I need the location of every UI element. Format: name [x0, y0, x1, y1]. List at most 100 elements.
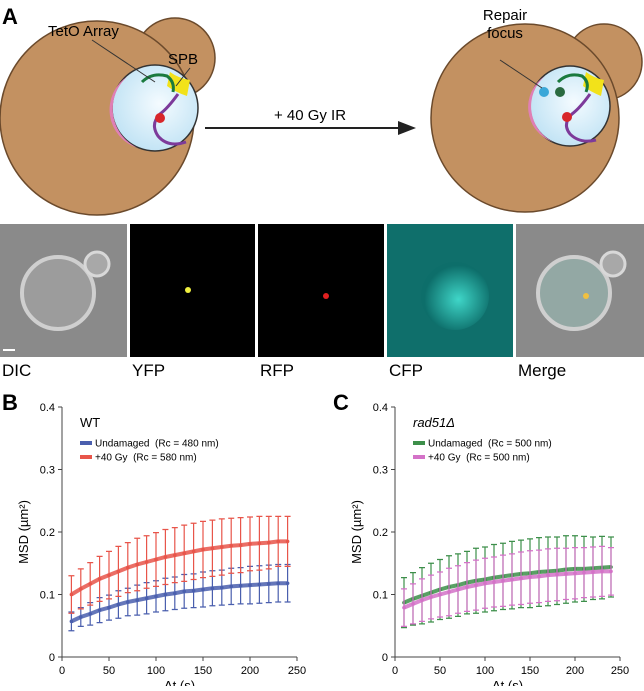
data-point [97, 608, 102, 612]
data-point [276, 539, 281, 544]
data-point [257, 541, 262, 546]
panel-label: A [2, 4, 18, 29]
data-point [267, 582, 271, 586]
x-tick-label: 100 [476, 665, 494, 677]
treatment-label: + 40 Gy IR [274, 107, 346, 124]
data-point [411, 602, 415, 606]
data-point [519, 576, 523, 581]
data-point [154, 557, 158, 562]
data-point [191, 549, 196, 554]
data-point [135, 598, 139, 602]
data-point [591, 570, 595, 574]
data-point [116, 569, 121, 574]
micrograph-label: YFP [132, 361, 165, 380]
data-point [69, 619, 74, 624]
series-line [70, 581, 288, 624]
y-tick-label: 0.4 [373, 402, 388, 414]
data-point [163, 555, 168, 559]
data-point [210, 546, 215, 551]
data-point [88, 612, 92, 616]
y-tick-label: 0 [49, 652, 55, 664]
legend-label: Undamaged (Rc = 480 nm) [95, 439, 219, 450]
data-point [582, 570, 586, 575]
data-point [191, 588, 196, 593]
data-point [564, 572, 568, 576]
data-point [79, 615, 83, 619]
data-point [546, 573, 550, 577]
data-point [510, 577, 514, 582]
data-point [182, 589, 186, 594]
y-tick-label: 0.2 [40, 527, 55, 539]
data-point [97, 577, 102, 581]
micrograph-label: CFP [389, 361, 423, 380]
data-point [88, 582, 92, 586]
data-point [135, 562, 139, 567]
micrographs [0, 224, 644, 357]
cell-after [430, 23, 643, 213]
y-axis-label: MSD (µm²) [349, 500, 364, 564]
data-point [126, 565, 130, 570]
y-tick-label: 0.3 [40, 465, 55, 477]
x-tick-label: 200 [566, 665, 584, 677]
data-point [126, 600, 130, 604]
data-point [609, 569, 613, 574]
data-point [600, 569, 604, 574]
micrograph-label: DIC [2, 361, 31, 380]
data-point [201, 547, 205, 552]
data-point [456, 587, 460, 592]
data-point [182, 551, 186, 556]
x-tick-label: 100 [147, 665, 165, 677]
data-point [107, 573, 111, 577]
diagram-label: Repair focus [483, 7, 527, 42]
diagram-label: TetO Array [48, 23, 119, 40]
y-tick-label: 0 [382, 652, 388, 664]
data-point [501, 578, 505, 583]
data-point [267, 540, 271, 545]
data-point [163, 592, 168, 597]
x-tick-label: 150 [521, 665, 539, 677]
y-tick-label: 0.4 [40, 402, 55, 414]
x-tick-label: 200 [241, 665, 259, 677]
x-axis-label: Δt (s) [492, 678, 523, 686]
y-tick-label: 0.1 [373, 590, 388, 602]
data-point [116, 602, 121, 607]
data-point [573, 571, 577, 576]
micrograph-label: RFP [260, 361, 294, 380]
arrowhead [398, 121, 416, 135]
data-point [144, 596, 149, 601]
data-point [69, 592, 74, 597]
data-point [107, 605, 111, 610]
x-tick-label: 0 [59, 665, 65, 677]
y-tick-label: 0.2 [373, 527, 388, 539]
data-point [220, 585, 224, 590]
data-point [154, 594, 158, 599]
data-point [276, 581, 281, 586]
data-point [528, 575, 532, 579]
data-point [492, 580, 496, 584]
data-point [248, 542, 252, 546]
legend-label: Undamaged (Rc = 500 nm) [428, 439, 552, 450]
legend-title: rad51Δ [413, 415, 455, 430]
data-point [447, 590, 451, 594]
data-point [474, 583, 478, 587]
legend-title: WT [80, 415, 100, 430]
data-point [285, 581, 290, 586]
x-axis-label: Δt (s) [164, 678, 195, 686]
micrograph-label: Merge [518, 361, 566, 380]
data-point [429, 595, 433, 599]
cell-before [0, 17, 216, 216]
data-point [238, 583, 243, 588]
x-tick-label: 150 [194, 665, 212, 677]
data-point [257, 582, 262, 587]
data-point [248, 583, 252, 587]
x-tick-label: 250 [288, 665, 306, 677]
y-tick-label: 0.1 [40, 590, 55, 602]
data-point [402, 605, 406, 610]
data-point [465, 585, 469, 589]
data-point [555, 572, 559, 577]
x-tick-label: 50 [103, 665, 115, 677]
data-point [144, 560, 149, 564]
diagram-label: SPB [168, 51, 198, 68]
panel-label: B [2, 390, 18, 415]
